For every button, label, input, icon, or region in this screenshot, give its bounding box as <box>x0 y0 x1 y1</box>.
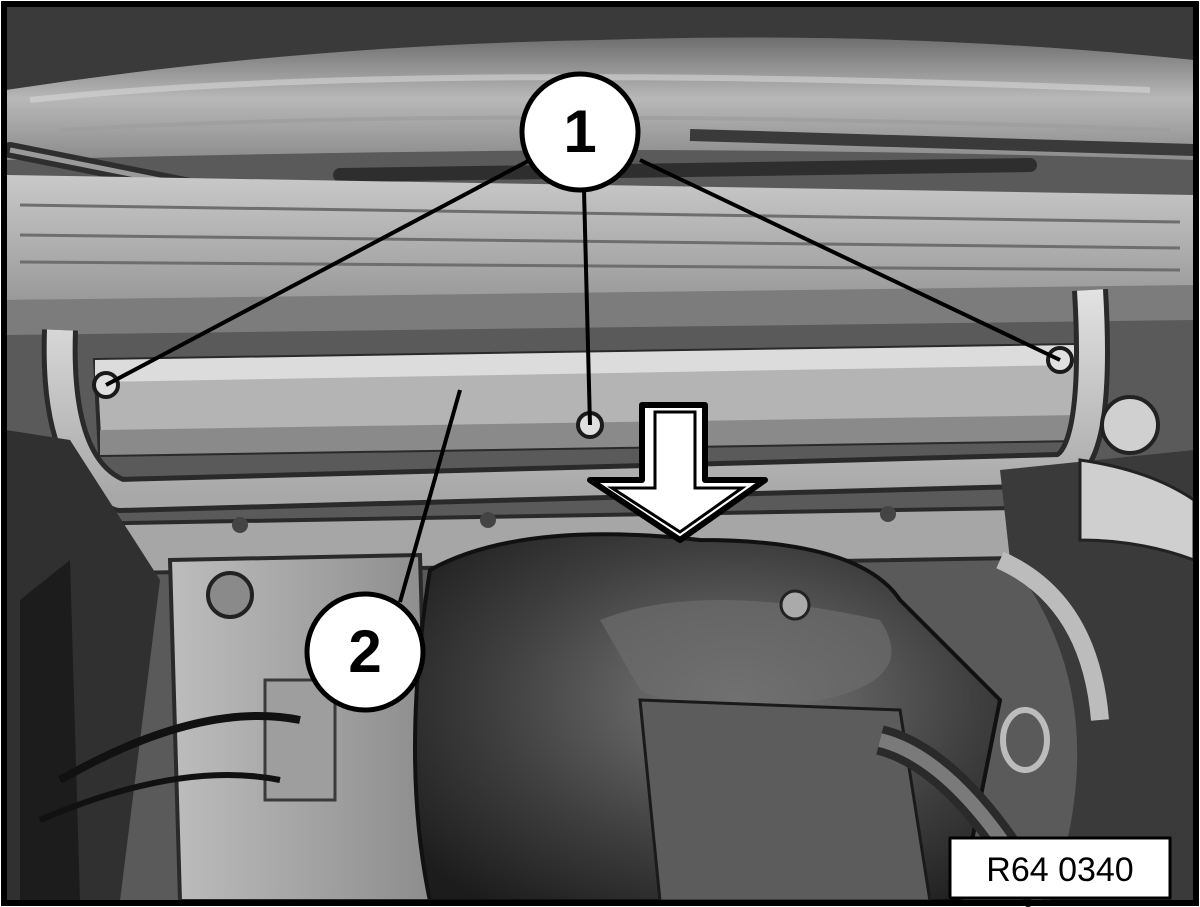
reference-code: R64 0340 <box>986 851 1133 889</box>
reference-code-box: R64 0340 <box>948 836 1172 900</box>
callout-2: 2 <box>304 591 426 713</box>
callout-2-label: 2 <box>348 618 381 685</box>
removal-direction-arrow <box>587 402 768 543</box>
right-side-components <box>996 395 1196 901</box>
cowl-panel <box>6 175 1194 335</box>
leader-line <box>105 158 531 387</box>
leader-line <box>398 389 462 603</box>
leader-line <box>639 158 1061 362</box>
air-intake-housing <box>413 532 1054 907</box>
leader-line <box>582 189 592 426</box>
callout-1-leaders <box>105 158 1061 426</box>
callout-1: 1 <box>519 71 641 193</box>
callout-1-label: 1 <box>563 98 596 165</box>
left-fender <box>6 430 160 901</box>
callout-2-leader <box>398 389 462 603</box>
